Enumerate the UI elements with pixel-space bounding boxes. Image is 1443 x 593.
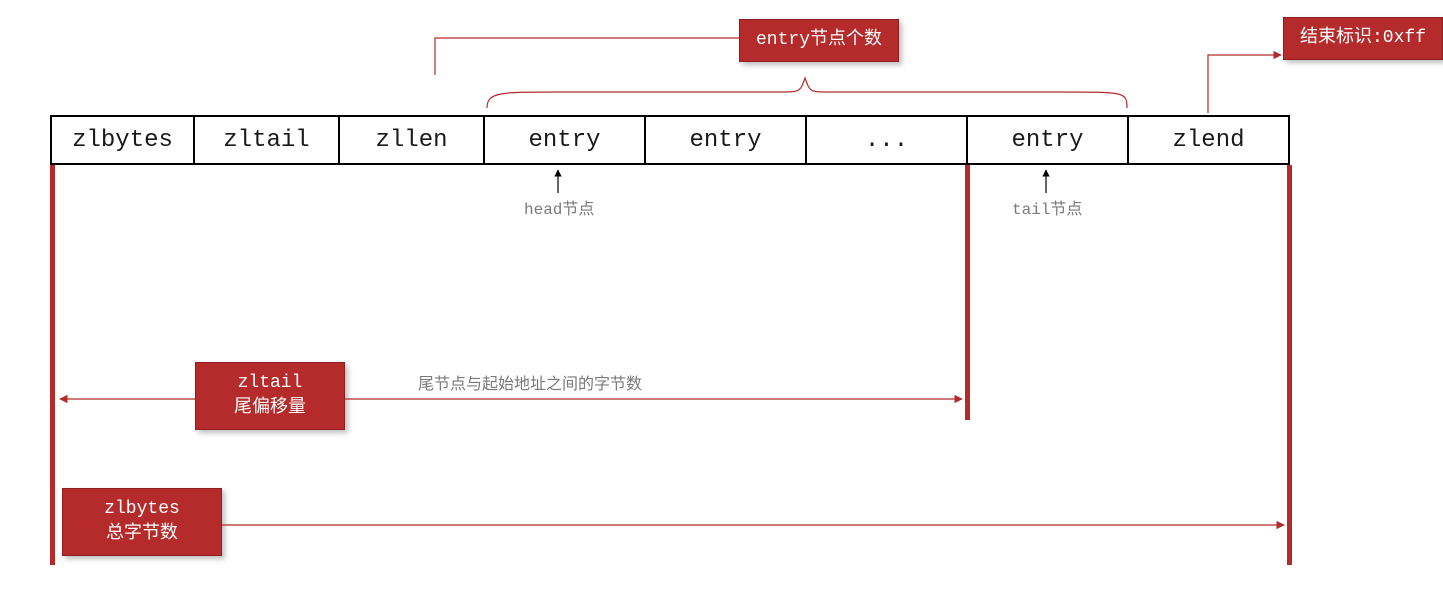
ziplist-diagram: entry节点个数 结束标识:0xff zlbytes zltail zllen…: [0, 0, 1443, 593]
end-flag-box: 结束标识:0xff: [1283, 17, 1443, 60]
cell-dots: ...: [805, 115, 968, 165]
zlbytes-box-line2: 总字节数: [106, 524, 178, 544]
red-bar-tail: [965, 165, 970, 420]
cell-zlbytes: zlbytes: [50, 115, 195, 165]
cell-entry3-text: entry: [1011, 127, 1083, 154]
red-bar-left: [50, 165, 55, 565]
zltail-box-line1: zltail: [238, 373, 303, 393]
zlbytes-box: zlbytes 总字节数: [62, 488, 222, 556]
cell-entry3: entry: [966, 115, 1129, 165]
entry-count-connector: [435, 38, 739, 75]
cell-zlbytes-text: zlbytes: [72, 127, 173, 154]
entry-brace: [487, 78, 1127, 108]
end-flag-connector: [1208, 55, 1281, 113]
zlbytes-box-line1: zlbytes: [104, 499, 180, 519]
cell-zltail-text: zltail: [223, 127, 309, 154]
zltail-box: zltail 尾偏移量: [195, 362, 345, 430]
entry-count-box: entry节点个数: [739, 19, 899, 62]
cell-zllen: zllen: [338, 115, 485, 165]
cell-entry1: entry: [483, 115, 646, 165]
cell-entry1-text: entry: [528, 127, 600, 154]
red-bar-end: [1287, 165, 1292, 565]
cell-entry2-text: entry: [689, 127, 761, 154]
cell-entry2: entry: [644, 115, 807, 165]
tail-node-label: tail节点: [1012, 195, 1082, 219]
cell-dots-text: ...: [865, 127, 908, 154]
head-node-label: head节点: [524, 195, 594, 219]
cell-zllen-text: zllen: [375, 127, 447, 154]
end-flag-label: 结束标识:0xff: [1300, 28, 1426, 48]
zltail-box-line2: 尾偏移量: [234, 398, 306, 418]
zltail-desc-label: 尾节点与起始地址之间的字节数: [418, 370, 642, 394]
cell-zltail: zltail: [193, 115, 340, 165]
cell-zlend-text: zlend: [1172, 127, 1244, 154]
entry-count-label: entry节点个数: [756, 30, 882, 50]
cell-zlend: zlend: [1127, 115, 1290, 165]
